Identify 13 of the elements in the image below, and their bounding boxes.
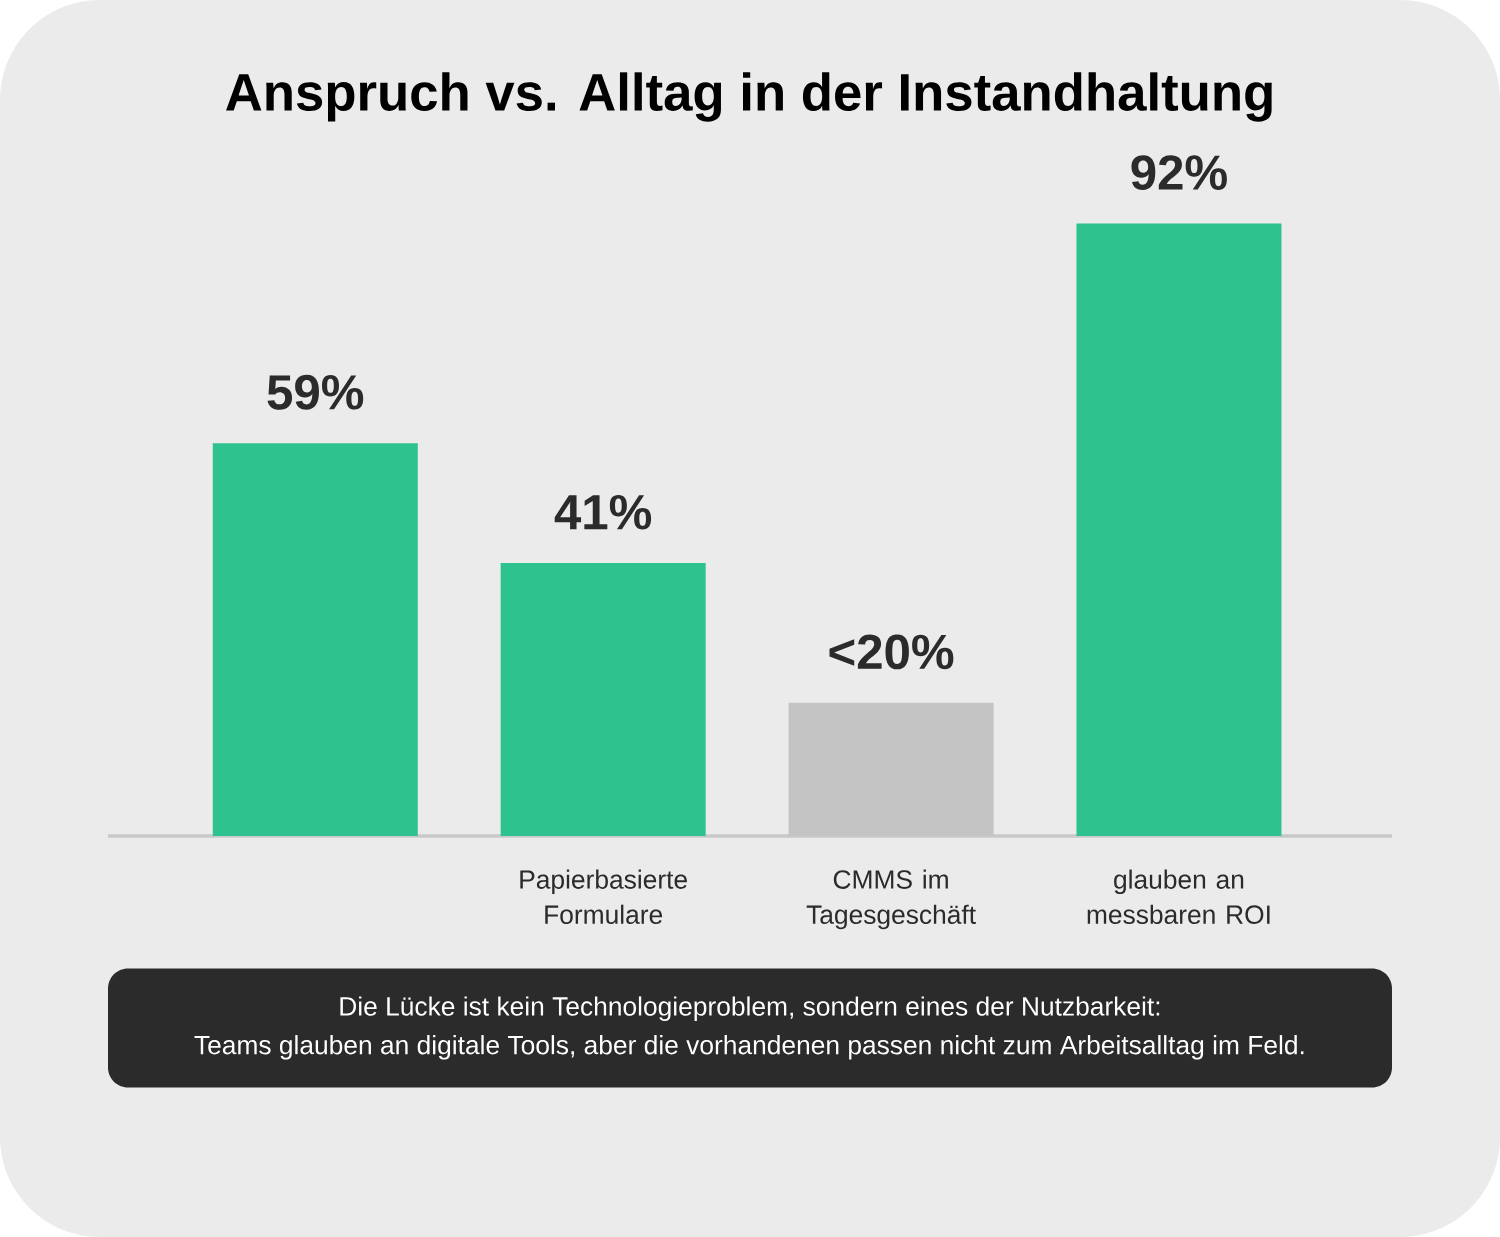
data-label: <20%: [829, 634, 954, 670]
data-label: 92%: [1131, 155, 1227, 191]
data-label: 41%: [554, 494, 652, 530]
bar: [500, 563, 706, 836]
x-tick-label: glauben an messbaren ROI: [1087, 869, 1270, 925]
text: Die Lücke ist kein Technologieproblem, sondern eines der Nutzbarkeit:: [340, 996, 1160, 1021]
chart-title: Anspruch vs. Alltag in der Instandhaltung: [226, 72, 1272, 122]
x-tick-label: CMMS im Tagesgeschäft: [806, 869, 976, 930]
data-label: 59%: [267, 374, 364, 410]
bar: [1076, 223, 1282, 836]
x-tick-label: Papierbasierte Formulare: [520, 869, 687, 925]
bar: [212, 443, 418, 836]
text: Teams glauben an digitale Tools, aber die vorhandenen passen nicht zum Arbeitsalltag im Feld.: [194, 1035, 1304, 1060]
